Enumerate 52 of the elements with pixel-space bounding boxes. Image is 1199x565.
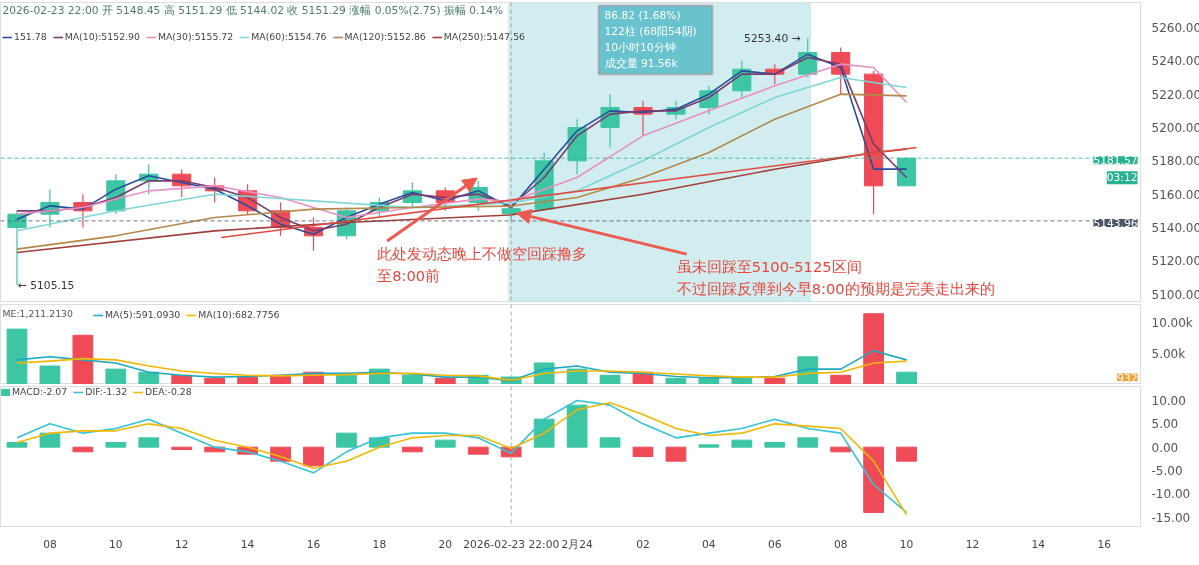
legend-label: MACD:-2.07 <box>12 386 68 397</box>
legend-label: MA(10):5152.90 <box>64 31 140 42</box>
legend-label: MA(5):591.0930 <box>105 309 181 320</box>
x-tick-label: 14 <box>240 537 255 551</box>
annotation: 至8:00前 <box>377 267 441 284</box>
x-tick-label: 12 <box>174 537 189 551</box>
x-tick-label: 08 <box>43 537 57 551</box>
x-tick-label: 06 <box>768 537 782 551</box>
x-tick-label: 12 <box>965 537 980 551</box>
legend-label: MA(10):682.7756 <box>198 309 280 320</box>
y-tick-label: -5.00 <box>1151 464 1183 478</box>
annotation: ME:1,211.2130 <box>2 307 74 319</box>
annotation: 虽未回踩至5100-5125区间 <box>676 258 862 276</box>
x-tick-label: 02 <box>636 537 650 551</box>
legend-label: MA(120):5152.86 <box>344 31 426 42</box>
annotation: 932 <box>1117 371 1138 385</box>
x-tick-label: 16 <box>306 537 321 551</box>
x-tick-label: 04 <box>702 537 716 551</box>
annotation: 03:12 <box>1106 171 1138 185</box>
x-tick-label: 10 <box>899 537 914 551</box>
x-tick-label: 20 <box>438 537 453 551</box>
x-tick-label: 2月24 <box>561 537 593 551</box>
x-tick-label: 18 <box>372 537 387 551</box>
y-tick-label: 0.00 <box>1151 440 1179 455</box>
annotation: 不过回踩反弹到今早8:00的预期是完美走出来的 <box>676 280 995 298</box>
y-tick-label: 10.00 <box>1151 394 1186 408</box>
annotation: 5253.40 → <box>744 31 801 45</box>
legend-label: MA(30):5155.72 <box>157 31 234 42</box>
annotation: 86.82 (1.68%) <box>604 8 681 22</box>
ref-line-label: 5143.96 <box>1093 216 1138 230</box>
legend-label: MA(250):5147.56 <box>443 31 525 42</box>
legend-label: 151.78 <box>14 31 47 42</box>
annotation: 10小时10分钟 <box>604 40 676 54</box>
x-tick-label: 14 <box>1031 537 1046 551</box>
y-tick-label: -10.00 <box>1151 487 1191 502</box>
x-tick-label: 16 <box>1097 537 1112 551</box>
legend-label: DEA:-0.28 <box>145 386 192 397</box>
annotation: 122柱 (68阳54阴) <box>604 24 697 38</box>
annotation: ← 5105.15 <box>17 278 75 292</box>
annotation: 此处发动态晚上不做空回踩撸多 <box>377 245 588 262</box>
y-tick-label: 5.00k <box>1151 346 1186 361</box>
annotation: 成交量 91.56k <box>604 56 679 70</box>
annotation: 2026-02-23 22:00 开 5148.45 高 5151.29 低 5144.02 收 5151.29 涨幅 0.05%(2.75) 振幅 0.14% <box>2 3 504 17</box>
ref-line-label: 5181.57 <box>1093 154 1138 168</box>
y-tick-label: 5.00 <box>1151 417 1179 432</box>
legend-label: MA(60):5154.76 <box>251 31 327 42</box>
x-tick-label: 2026-02-23 22:00 <box>463 537 560 551</box>
x-tick-label: 08 <box>833 537 848 551</box>
y-tick-label: 10.00k <box>1151 315 1193 330</box>
y-tick-label: -15.00 <box>1151 510 1191 525</box>
legend-label: DIF:-1.32 <box>85 386 128 397</box>
x-tick-label: 10 <box>109 537 123 551</box>
